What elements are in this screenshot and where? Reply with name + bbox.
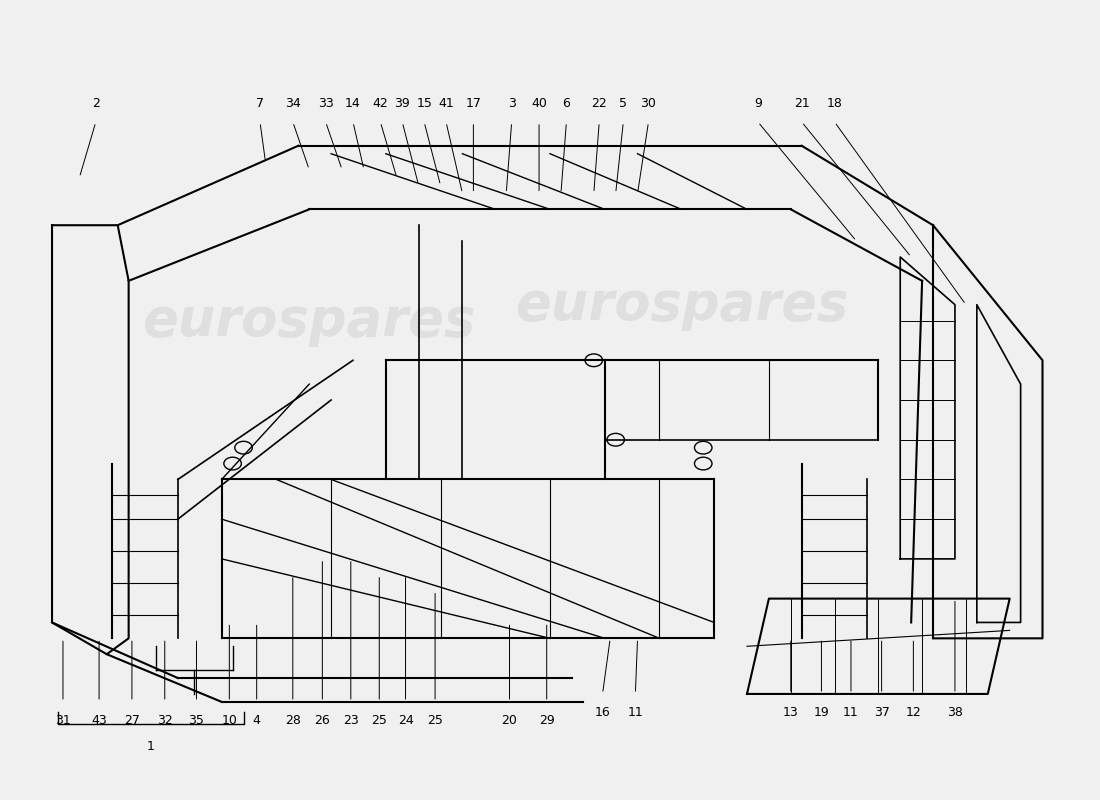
Text: 38: 38 [947,706,962,719]
Text: 25: 25 [372,714,387,727]
Text: 15: 15 [416,97,432,110]
Text: 34: 34 [285,97,300,110]
Text: 37: 37 [873,706,890,719]
Text: 17: 17 [465,97,482,110]
Text: 21: 21 [794,97,810,110]
Text: 2: 2 [92,97,100,110]
Text: 35: 35 [188,714,205,727]
Text: 13: 13 [783,706,799,719]
Text: 4: 4 [253,714,261,727]
Text: 7: 7 [256,97,264,110]
Text: 16: 16 [595,706,610,719]
Text: 11: 11 [843,706,859,719]
Text: 19: 19 [814,706,829,719]
Text: 1: 1 [146,740,154,753]
Text: 31: 31 [55,714,70,727]
Text: 11: 11 [627,706,644,719]
Text: 5: 5 [619,97,627,110]
Text: eurospares: eurospares [515,278,848,330]
Text: 18: 18 [826,97,843,110]
Text: 26: 26 [315,714,330,727]
Text: 29: 29 [539,714,554,727]
Text: 12: 12 [905,706,921,719]
Text: 10: 10 [221,714,238,727]
Text: 14: 14 [345,97,361,110]
Text: 40: 40 [531,97,547,110]
Text: 33: 33 [318,97,333,110]
Text: 24: 24 [398,714,414,727]
Text: eurospares: eurospares [143,294,476,346]
Text: 3: 3 [508,97,516,110]
Text: 42: 42 [373,97,388,110]
Text: 39: 39 [395,97,410,110]
Text: 30: 30 [640,97,657,110]
Text: 32: 32 [157,714,173,727]
Text: 41: 41 [438,97,454,110]
Text: 6: 6 [562,97,571,110]
Text: 9: 9 [754,97,762,110]
Text: 25: 25 [427,714,443,727]
Text: 43: 43 [91,714,107,727]
Text: 22: 22 [592,97,607,110]
Text: 28: 28 [285,714,300,727]
Text: 20: 20 [502,714,517,727]
Text: 27: 27 [124,714,140,727]
Text: 23: 23 [343,714,359,727]
